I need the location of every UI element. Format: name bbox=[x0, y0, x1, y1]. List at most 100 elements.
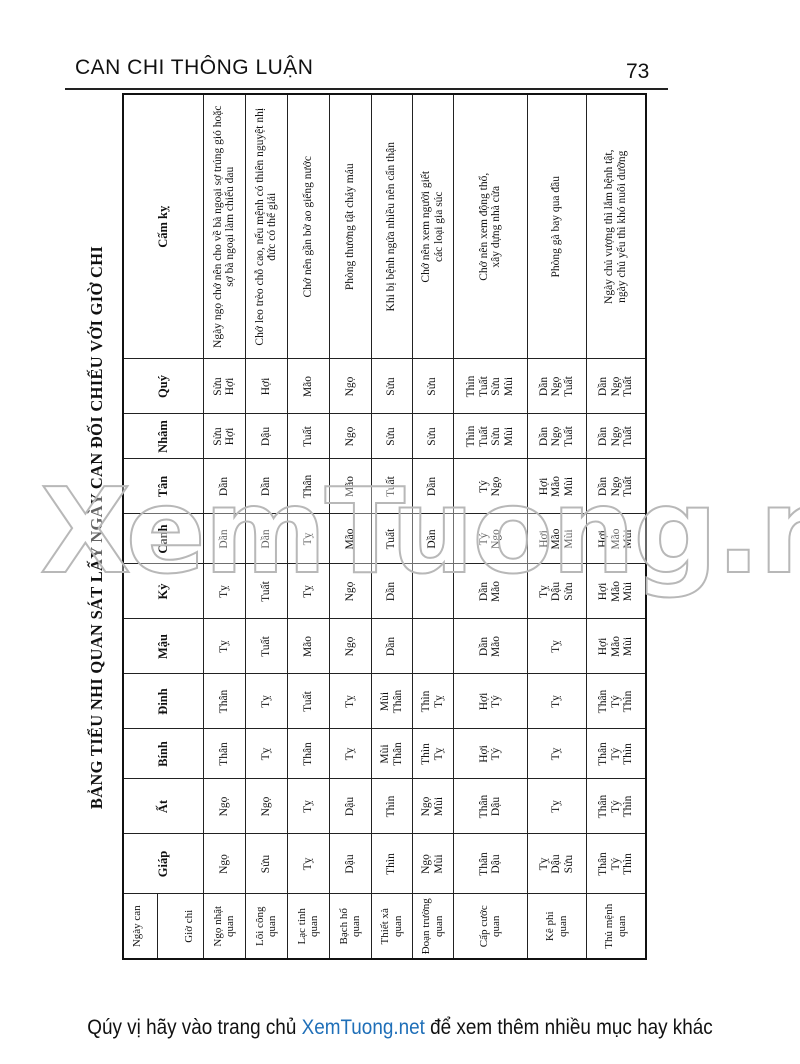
table-cell: Ngọ Mùi bbox=[412, 834, 453, 894]
table-cell: Thân Tý Thìn bbox=[586, 834, 646, 894]
table-cell: Sửu Hợi bbox=[203, 414, 245, 459]
table-cell: Mão bbox=[329, 514, 371, 564]
table-cell: Sửu Hợi bbox=[203, 359, 245, 414]
row-name: Lôi công quan bbox=[245, 894, 287, 959]
table-cell: Ngọ bbox=[329, 359, 371, 414]
table-cell: Tuất bbox=[245, 564, 287, 619]
column-header: Nhâm bbox=[123, 414, 203, 459]
table-cell: Thìn Tuất Sửu Mùi bbox=[453, 359, 527, 414]
table-cell: Thân bbox=[287, 729, 329, 779]
cam-ky-cell: Phòng thương tật chảy máu bbox=[329, 94, 371, 359]
column-header: Bính bbox=[123, 729, 203, 779]
column-header: Mậu bbox=[123, 619, 203, 674]
table-cell: Sửu bbox=[412, 359, 453, 414]
column-header: Canh bbox=[123, 514, 203, 564]
table-row: Bạch hổ quan Dậu Dậu Tỵ Tỵ Ngọ Ngọ Mão Mão Ngọ Ngọ… bbox=[329, 94, 371, 959]
table-cell: Dần Ngọ Tuất bbox=[586, 359, 646, 414]
page-number: 73 bbox=[626, 60, 650, 83]
table-cell: Sửu bbox=[245, 834, 287, 894]
table-cell: Ngọ bbox=[245, 779, 287, 834]
row-name: Thiết xà quan bbox=[371, 894, 412, 959]
table-cell: Dần Ngọ Tuất bbox=[527, 359, 586, 414]
rotated-table-wrapper: Ngày can Giờ chi Giáp Ất Bính Đinh Mậu Kỷ Canh… bbox=[117, 93, 647, 960]
table-cell: Tuất bbox=[245, 619, 287, 674]
table-title: BẢNG TIỂU NHI QUAN SÁT LẤY NGÀY CAN ĐỐI … bbox=[87, 245, 106, 810]
row-name: Cấp cước quan bbox=[453, 894, 527, 959]
table-cell: Dậu bbox=[329, 779, 371, 834]
row-name: Lạc tỉnh quan bbox=[287, 894, 329, 959]
cam-ky-cell: Chớ nên xem động thổ, xây dựng nhà cửa bbox=[453, 94, 527, 359]
table-cell: Ngọ bbox=[203, 834, 245, 894]
table-cell: Tỵ bbox=[329, 674, 371, 729]
table-cell: Mùi Thân bbox=[371, 674, 412, 729]
table-cell: Sửu bbox=[371, 414, 412, 459]
table-cell: Dần bbox=[371, 619, 412, 674]
table-cell: Tỵ bbox=[527, 729, 586, 779]
table-cell: Dần Ngọ Tuất bbox=[586, 414, 646, 459]
table-cell: Thìn Tỵ bbox=[412, 729, 453, 779]
table-cell: Tỵ bbox=[527, 674, 586, 729]
column-header: Cấm kỵ bbox=[123, 94, 203, 359]
cam-ky-cell: Chớ leo trèo chỗ cao, nếu mệnh có thiên … bbox=[245, 94, 287, 359]
table-cell: Tỵ bbox=[329, 729, 371, 779]
table-cell: Ngọ bbox=[203, 779, 245, 834]
header-rule bbox=[65, 88, 668, 90]
table-cell: Dần bbox=[245, 514, 287, 564]
table-cell: Tuất bbox=[287, 674, 329, 729]
cam-ky-cell: Ngày chủ vượng thì lắm bệnh tật, ngày ch… bbox=[586, 94, 646, 359]
table-row: Cấp cước quan Thân Dậu Thân Dậu Hợi Tý Hợi T… bbox=[453, 94, 527, 959]
table-cell: Dần Mão bbox=[453, 619, 527, 674]
footer-note: Qúy vị hãy vào trang chủ XemTuong.net để… bbox=[40, 1016, 760, 1040]
table-cell: Hợi bbox=[245, 359, 287, 414]
row-name: Kê phi quan bbox=[527, 894, 586, 959]
table-cell: Hợi Tý bbox=[453, 674, 527, 729]
table-cell: Tỵ bbox=[287, 564, 329, 619]
table-cell: Tỵ Dậu Sửu bbox=[527, 564, 586, 619]
table-cell: Dần bbox=[203, 514, 245, 564]
can-chi-table: Ngày can Giờ chi Giáp Ất Bính Đinh Mậu Kỷ Canh… bbox=[117, 93, 647, 960]
cam-ky-cell: Chớ nên xem người giết các loại gia súc bbox=[412, 94, 453, 359]
table-row: Thiết xà quan Thìn Thìn Mùi Thân Mùi Thân Dần… bbox=[371, 94, 412, 959]
cam-ky-cell: Khi bị bệnh ngứa nhiều nên cẩn thận bbox=[371, 94, 412, 359]
column-header: Tân bbox=[123, 459, 203, 514]
table-cell: Thìn bbox=[371, 779, 412, 834]
table-cell: Hợi Mão Mùi bbox=[527, 459, 586, 514]
table-row: Đoạn trường quan Ngọ Mùi Ngọ Mùi Thìn Tỵ Thì… bbox=[412, 94, 453, 959]
cam-ky-cell: Phòng gà bay qua đầu bbox=[527, 94, 586, 359]
footer-link[interactable]: XemTuong.net bbox=[301, 1016, 425, 1039]
table-row: Kê phi quan Tỵ Dậu Sửu Tỵ Tỵ Tỵ Tỵ Tỵ Dậu Sửu H… bbox=[527, 94, 586, 959]
table-cell: Tỵ bbox=[203, 619, 245, 674]
header-row: Ngày can Giờ chi Giáp Ất Bính Đinh Mậu Kỷ Canh… bbox=[117, 94, 203, 959]
table-cell: Tỵ Dậu Sửu bbox=[527, 834, 586, 894]
table-row: Lôi công quan Sửu Ngọ Tỵ Tỵ Tuất Tuất Dần Dần Dậu… bbox=[245, 94, 287, 959]
table-cell: Dần bbox=[371, 564, 412, 619]
table-cell: Tỵ bbox=[203, 564, 245, 619]
table-cell: Thìn Tỵ bbox=[412, 674, 453, 729]
table-cell: Tuất bbox=[287, 414, 329, 459]
table-cell: Tỵ bbox=[527, 779, 586, 834]
table-cell: Tỵ bbox=[245, 729, 287, 779]
table-cell: Thìn Tuất Sửu Mùi bbox=[453, 414, 527, 459]
table-cell: Dậu bbox=[329, 834, 371, 894]
table-cell: Dần Ngọ Tuất bbox=[586, 459, 646, 514]
table-cell bbox=[412, 564, 453, 619]
table-cell: Hợi Mão Mùi bbox=[586, 514, 646, 564]
table-row: Lạc tỉnh quan Tỵ Tỵ Thân Tuất Mão Tỵ Tỵ Thân Tuất… bbox=[287, 94, 329, 959]
table-cell: Tý Ngọ bbox=[453, 459, 527, 514]
table-row: Ngọ nhật quan Ngọ Ngọ Thân Thân Tỵ Tỵ Dần Dần Sửu… bbox=[203, 94, 245, 959]
column-header: Kỷ bbox=[123, 564, 203, 619]
table-cell: Ngọ Mùi bbox=[412, 779, 453, 834]
table-cell: Dần Mão bbox=[453, 564, 527, 619]
table-cell: Dậu bbox=[245, 414, 287, 459]
table-cell: Thân bbox=[203, 674, 245, 729]
row-name: Ngọ nhật quan bbox=[203, 894, 245, 959]
row-name: Bạch hổ quan bbox=[329, 894, 371, 959]
table-cell: Dần Ngọ Tuất bbox=[527, 414, 586, 459]
table-cell: Tý Ngọ bbox=[453, 514, 527, 564]
row-name: Đoạn trường quan bbox=[412, 894, 453, 959]
table-cell: Ngọ bbox=[329, 564, 371, 619]
table-cell: Mùi Thân bbox=[371, 729, 412, 779]
table-cell: Tuất bbox=[371, 514, 412, 564]
table-cell bbox=[412, 619, 453, 674]
column-header: Đinh bbox=[123, 674, 203, 729]
